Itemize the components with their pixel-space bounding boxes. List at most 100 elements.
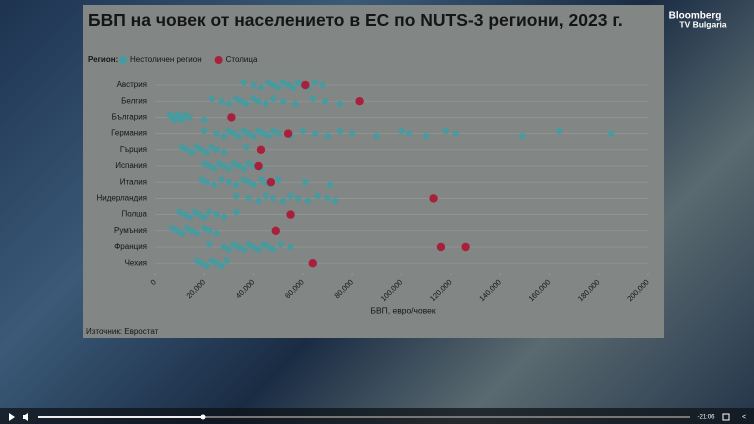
region-point <box>265 133 272 140</box>
region-point <box>240 176 247 183</box>
capital-point <box>256 145 266 154</box>
legend-marker <box>119 56 127 64</box>
x-tick-label: 120,000 <box>428 278 454 304</box>
region-point <box>210 165 218 172</box>
region-point <box>203 262 210 269</box>
region-point <box>225 179 233 186</box>
region-point <box>349 130 356 137</box>
region-point <box>260 130 267 137</box>
region-point <box>233 181 240 188</box>
y-tick-label: Австрия <box>117 80 147 89</box>
region-point <box>277 241 284 248</box>
region-point <box>398 127 405 135</box>
region-point <box>220 133 228 140</box>
region-point <box>405 130 413 137</box>
region-point <box>171 116 178 124</box>
region-point <box>302 179 309 186</box>
region-point <box>193 144 201 151</box>
x-tick-label: 160,000 <box>527 278 553 304</box>
region-point <box>233 208 240 216</box>
region-point <box>287 243 294 251</box>
region-point <box>265 243 272 251</box>
region-point <box>255 98 262 105</box>
region-point <box>235 133 243 140</box>
capital-point <box>461 242 470 252</box>
y-tick-label: Чехия <box>125 258 147 267</box>
region-point <box>245 179 252 186</box>
progress-handle[interactable] <box>200 414 206 420</box>
legend-label: Столица <box>226 55 258 64</box>
volume-button[interactable] <box>23 413 28 421</box>
region-point <box>201 160 208 167</box>
region-point <box>312 130 319 137</box>
region-point <box>176 208 183 216</box>
region-point <box>262 192 270 199</box>
y-tick-label: Гърция <box>120 145 147 154</box>
y-tick-label: Румъния <box>114 226 147 235</box>
capital-point <box>271 226 280 235</box>
legend-marker <box>214 56 223 64</box>
region-point <box>422 133 430 140</box>
region-point <box>250 81 257 89</box>
region-point <box>284 81 292 89</box>
share-button[interactable]: < <box>742 414 746 421</box>
x-axis-label: БВП, евро/човек <box>370 305 435 315</box>
region-point <box>220 149 228 156</box>
region-point <box>198 176 206 183</box>
region-point <box>203 149 210 156</box>
region-point <box>314 192 321 199</box>
region-point <box>275 84 282 91</box>
region-point <box>230 130 238 137</box>
y-tick-label: Италия <box>120 177 147 186</box>
region-point <box>225 127 233 135</box>
region-point <box>210 181 218 188</box>
region-point <box>213 146 220 153</box>
region-point <box>213 130 220 137</box>
region-point <box>275 130 282 137</box>
region-point <box>319 81 326 89</box>
region-point <box>230 241 238 248</box>
region-point <box>208 95 215 102</box>
region-point <box>169 225 176 232</box>
region-point <box>183 225 191 232</box>
play-button[interactable] <box>9 413 15 421</box>
region-point <box>213 230 220 237</box>
fullscreen-button[interactable] <box>722 413 730 421</box>
region-point <box>223 257 230 264</box>
y-tick-label: Нидерландия <box>96 194 147 203</box>
region-point <box>321 98 329 105</box>
region-point <box>287 192 294 199</box>
region-point <box>235 162 243 170</box>
region-point <box>198 260 206 267</box>
region-point <box>238 98 245 105</box>
region-point <box>193 230 201 237</box>
chart-panel <box>83 5 664 338</box>
region-point <box>265 79 272 86</box>
time: -21:06 <box>697 415 715 421</box>
region-point <box>193 257 201 264</box>
logo: Bloomberg <box>669 11 722 22</box>
region-point <box>336 100 344 108</box>
chart-title: БВП на човек от населението в ЕС по NUTS… <box>88 10 623 30</box>
region-point <box>206 241 213 248</box>
x-tick-label: 0 <box>149 278 158 287</box>
region-point <box>208 144 215 151</box>
region-point <box>198 146 206 153</box>
region-point <box>218 262 225 269</box>
region-point <box>519 133 526 140</box>
region-point <box>183 146 191 153</box>
region-point <box>260 241 267 248</box>
region-point <box>270 195 277 202</box>
region-point <box>206 162 213 170</box>
region-point <box>250 95 257 102</box>
region-point <box>188 227 196 234</box>
region-point <box>270 95 277 102</box>
region-point <box>220 243 228 251</box>
y-tick-label: Полша <box>121 210 147 219</box>
region-point <box>225 246 233 253</box>
region-point <box>294 79 302 86</box>
region-point <box>299 127 307 135</box>
region-point <box>218 176 225 183</box>
